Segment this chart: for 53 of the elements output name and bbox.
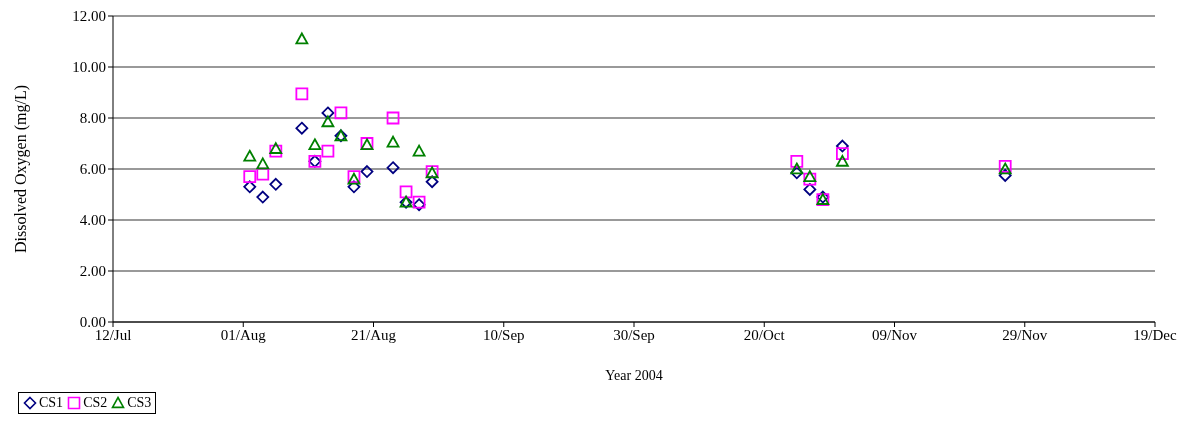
point	[256, 157, 270, 170]
y-tick-label: 2.00	[79, 263, 106, 280]
point	[836, 139, 849, 153]
point	[386, 161, 400, 175]
point	[295, 87, 309, 101]
point	[334, 106, 348, 120]
legend-label: CS1	[39, 395, 64, 411]
point	[360, 165, 374, 178]
point	[399, 185, 413, 199]
y-axis-title: Dissolved Oxygen (mg/L)	[11, 85, 30, 253]
point	[412, 144, 426, 157]
x-tick-label: 30/Sep	[613, 326, 655, 343]
point	[256, 190, 270, 204]
x-tick-label: 10/Sep	[482, 326, 525, 343]
point	[308, 138, 322, 151]
point	[321, 115, 335, 128]
point	[998, 168, 1012, 182]
point	[243, 170, 257, 184]
point	[243, 180, 257, 194]
point	[295, 32, 309, 45]
point	[243, 149, 257, 162]
point	[269, 144, 283, 158]
legend-label: CS2	[83, 395, 108, 411]
y-tick-label: 10.00	[72, 59, 106, 76]
x-axis-title: Year 2004	[605, 368, 663, 383]
point	[790, 154, 804, 168]
point	[269, 177, 283, 191]
point	[790, 166, 804, 180]
y-tick-label: 8.00	[79, 110, 106, 127]
x-tick-label: 20/Oct	[743, 326, 786, 343]
point	[803, 172, 817, 186]
point	[790, 162, 804, 175]
point	[386, 111, 400, 125]
point	[295, 121, 309, 135]
y-tick-label: 4.00	[79, 212, 106, 229]
y-tick-label: 6.00	[79, 161, 106, 178]
point	[386, 135, 400, 148]
point	[256, 167, 270, 181]
legend-label: CS3	[127, 395, 152, 411]
point	[321, 106, 335, 120]
x-tick-label: 01/Aug	[220, 326, 267, 343]
x-tick-label: 09/Nov	[872, 326, 918, 343]
point	[321, 144, 335, 158]
point	[836, 154, 849, 167]
point	[803, 170, 817, 182]
x-tick-label: 29/Nov	[1002, 326, 1048, 343]
point	[269, 142, 283, 154]
point	[803, 183, 817, 196]
x-tick-label: 21/Aug	[351, 326, 397, 343]
point	[836, 147, 849, 161]
y-tick-label: 12.00	[72, 8, 106, 25]
point	[425, 175, 439, 189]
x-tick-label: 19/Dec	[1133, 326, 1177, 343]
